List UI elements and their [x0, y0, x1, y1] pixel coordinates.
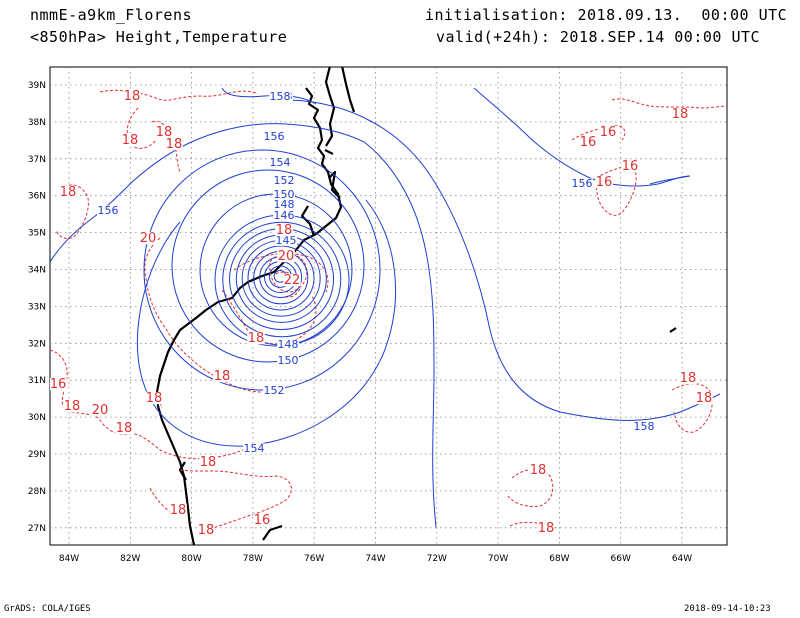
contour-label: 152	[274, 174, 295, 187]
low-pressure-rings	[136, 149, 397, 447]
contour-label: 18	[124, 89, 141, 104]
contour-label: 20	[140, 231, 157, 246]
contour-label: 16	[622, 159, 639, 174]
lon-label: 84W	[59, 554, 79, 564]
lon-label: 80W	[181, 554, 201, 564]
level-field-title: <850hPa> Height,Temperature	[30, 28, 288, 46]
contour-label: 18	[276, 223, 293, 238]
lat-label: 34N	[28, 266, 46, 276]
contour-label: 18	[530, 463, 547, 478]
lat-label: 30N	[28, 413, 46, 423]
lat-label: 36N	[28, 192, 46, 202]
contour-label: 22	[284, 273, 301, 288]
contour-label: 18	[116, 421, 133, 436]
contour-label: 154	[244, 442, 265, 455]
contour-label: 16	[50, 377, 67, 392]
contour-label: 18	[696, 391, 713, 406]
contour-label: 148	[278, 338, 299, 351]
lat-label: 32N	[28, 339, 46, 349]
contour-label: 150	[278, 354, 299, 367]
contour-label: 16	[600, 125, 617, 140]
height-contour-labels: 1581561561541521501481461451481501521541…	[97, 90, 655, 455]
contour-label: 18	[672, 107, 689, 122]
lat-label: 29N	[28, 450, 46, 460]
lon-label: 64W	[672, 554, 692, 564]
contour-label: 20	[278, 249, 295, 264]
lat-label: 28N	[28, 487, 46, 497]
contour-label: 152	[264, 384, 285, 397]
contour-label: 18	[166, 137, 183, 152]
contour-label: 156	[264, 130, 285, 143]
contour-label: 16	[596, 175, 613, 190]
contour-label: 158	[270, 90, 291, 103]
latitude-labels: 39N 38N 37N 36N 35N 34N 33N 32N 31N 30N 29N 28N 27N	[28, 81, 46, 534]
map-frame	[49, 66, 728, 546]
contour-label: 18	[680, 371, 697, 386]
contour-label: 20	[92, 403, 109, 418]
lon-label: 82W	[120, 554, 140, 564]
lat-label: 37N	[28, 155, 46, 165]
contour-label: 16	[254, 513, 271, 528]
lat-label: 27N	[28, 524, 46, 534]
contour-label: 18	[170, 503, 187, 518]
contour-label: 18	[198, 523, 215, 538]
contour-label: 148	[274, 198, 295, 211]
contour-label: 18	[146, 391, 163, 406]
contour-label: 16	[580, 135, 597, 150]
lon-label: 72W	[427, 554, 447, 564]
contour-label: 18	[248, 331, 265, 346]
lon-label: 78W	[243, 554, 263, 564]
initialisation-time: initialisation: 2018.09.13. 00:00 UTC	[425, 6, 788, 24]
lon-label: 66W	[611, 554, 631, 564]
contour-label: 145	[276, 234, 297, 247]
contour-label: 18	[122, 133, 139, 148]
contour-label: 18	[64, 399, 81, 414]
contour-label: 146	[274, 209, 295, 222]
contour-label: 18	[200, 455, 217, 470]
model-title: nmmE-a9km_Florens	[30, 6, 193, 24]
lon-label: 74W	[365, 554, 385, 564]
lat-label: 31N	[28, 376, 46, 386]
contour-label: 18	[60, 185, 77, 200]
longitude-labels: 84W 82W 80W 78W 76W 74W 72W 70W 68W 66W 64W	[59, 554, 692, 564]
valid-time: valid(+24h): 2018.SEP.14 00:00 UTC	[436, 28, 761, 46]
contour-label: 158	[634, 420, 655, 433]
lon-label: 70W	[488, 554, 508, 564]
lon-label: 68W	[549, 554, 569, 564]
contour-label: 18	[214, 369, 231, 384]
lat-label: 35N	[28, 229, 46, 239]
lat-label: 38N	[28, 118, 46, 128]
lat-label: 39N	[28, 81, 46, 91]
contour-label: 156	[572, 177, 593, 190]
contour-label: 18	[538, 521, 555, 536]
contour-label: 156	[98, 204, 119, 217]
contour-label: 150	[274, 188, 295, 201]
contour-label: 18	[156, 125, 173, 140]
lon-label: 76W	[304, 554, 324, 564]
render-timestamp: 2018-09-14-10:23	[684, 604, 771, 614]
contour-label: 154	[270, 156, 291, 169]
lat-label: 33N	[28, 302, 46, 312]
grads-credit: GrADS: COLA/IGES	[4, 604, 91, 614]
